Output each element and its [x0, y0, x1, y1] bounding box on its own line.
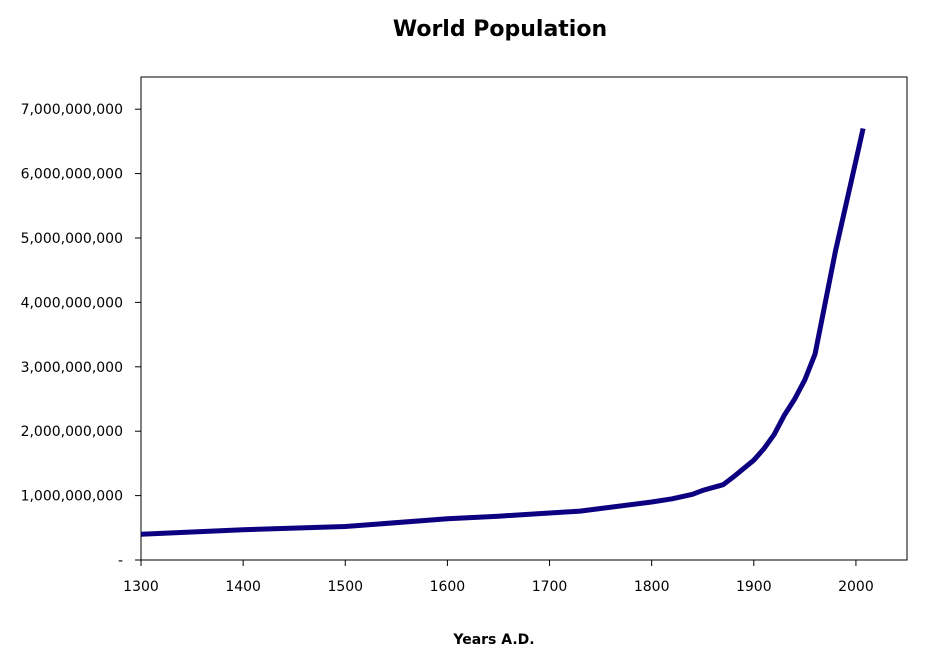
x-tick-label: 1800 — [634, 579, 670, 595]
y-tick-label: 4,000,000,000 — [21, 295, 123, 311]
plot-area — [140, 76, 908, 561]
population-line — [140, 127, 866, 537]
x-tick-label: 1400 — [225, 579, 261, 595]
x-tick-label: 1600 — [430, 579, 466, 595]
y-tick-label: 3,000,000,000 — [21, 360, 123, 376]
x-tick-label: 1300 — [123, 579, 159, 595]
chart-title: World Population — [393, 17, 607, 42]
x-axis-title: Years A.D. — [452, 632, 534, 648]
y-tick-label: 5,000,000,000 — [21, 231, 123, 247]
series-lines — [140, 127, 866, 537]
y-tick-label: - — [118, 553, 123, 569]
x-tick-label: 1900 — [736, 579, 772, 595]
y-tick-label: 2,000,000,000 — [21, 424, 123, 440]
y-tick-label: 6,000,000,000 — [21, 167, 123, 183]
y-tick-label: 7,000,000,000 — [21, 102, 123, 118]
x-axis: 1300 1400 1500 1600 1700 1800 1900 2000 — [123, 560, 874, 595]
x-tick-label: 2000 — [838, 579, 874, 595]
x-tick-label: 1700 — [532, 579, 568, 595]
y-axis: - 1,000,000,000 2,000,000,000 3,000,000,000… — [21, 102, 141, 569]
y-tick-label: 1,000,000,000 — [21, 489, 123, 505]
x-tick-label: 1500 — [327, 579, 363, 595]
